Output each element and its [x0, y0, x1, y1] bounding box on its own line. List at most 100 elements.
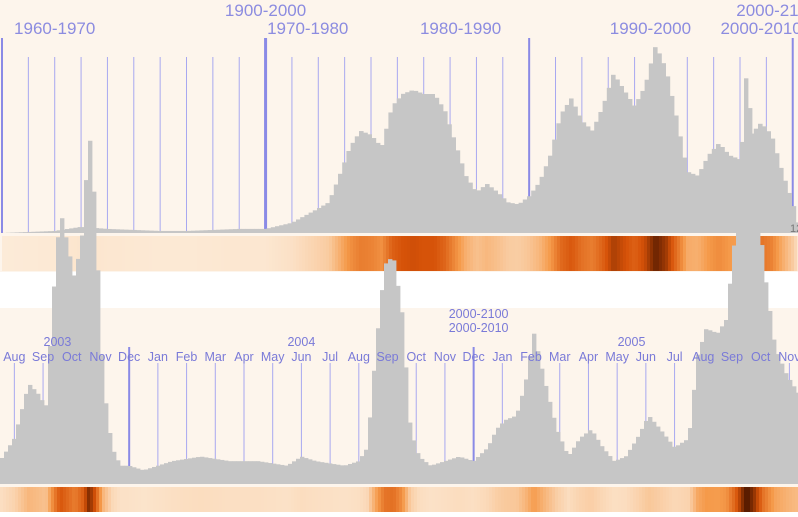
p2-histogram-bar	[480, 453, 484, 484]
p1-heat-cell	[209, 236, 213, 271]
p1-heat-cell	[335, 236, 339, 271]
p1-heat-cell	[281, 236, 285, 271]
p2-heat-cell	[252, 487, 256, 512]
p2-heat-cell	[264, 487, 268, 512]
p1-heat-cell	[518, 236, 522, 271]
p2-histogram-bar	[144, 470, 148, 484]
p2-heat-cell	[120, 487, 124, 512]
p2-heat-cell	[417, 487, 421, 512]
p2-heat-cell	[696, 487, 700, 512]
p2-heat-cell	[732, 487, 736, 512]
p2-heat-cell	[102, 487, 106, 512]
p2-heat-cell	[351, 487, 355, 512]
p1-histogram-bar	[687, 172, 692, 233]
p1-heat-cell	[239, 236, 243, 271]
p2-heat-cell	[789, 487, 793, 512]
p2-histogram-bar	[344, 465, 348, 484]
p2-histogram-bar	[540, 369, 544, 484]
p1-heat-cell	[266, 236, 270, 271]
p1-histogram-bar	[267, 228, 272, 233]
p2-histogram-bar	[400, 312, 404, 484]
p2-heat-cell	[258, 487, 262, 512]
p2-heat-cell	[744, 487, 748, 512]
p1-heat-cell	[350, 236, 354, 271]
p1-heat-cell	[536, 236, 540, 271]
p2-histogram-bar	[44, 405, 48, 484]
p2-heat-cell	[171, 487, 175, 512]
p1-histogram-bar	[519, 203, 524, 233]
p2-heat-cell	[93, 487, 97, 512]
p2-heat-cell	[426, 487, 430, 512]
p2-heat-cell	[699, 487, 703, 512]
p2-heat-cell	[150, 487, 154, 512]
p1-histogram-bar	[321, 206, 326, 233]
p1-histogram-bar	[309, 213, 314, 233]
p1-heat-cell	[725, 236, 729, 271]
p2-histogram-bar	[24, 394, 28, 484]
p1-histogram-bar	[170, 231, 175, 233]
p1-heat-cell	[419, 236, 423, 271]
p1-histogram-bar	[531, 191, 536, 233]
p2-heat-cell	[435, 487, 439, 512]
decade-range-label: 1980-1990	[420, 19, 501, 38]
p2-histogram-bar	[472, 461, 476, 484]
p1-histogram-bar	[645, 80, 650, 233]
p1-histogram-bar	[422, 94, 427, 233]
p1-heat-cell	[374, 236, 378, 271]
p2-histogram-bar	[456, 457, 460, 484]
p2-histogram-bar	[636, 437, 640, 484]
month-tick-label: Feb	[176, 350, 198, 364]
p2-heat-cell	[72, 487, 76, 512]
p2-histogram-bar	[548, 402, 552, 484]
p1-heat-cell	[545, 236, 549, 271]
p2-heat-cell	[69, 487, 73, 512]
decade-range-label: 2000-2010	[720, 19, 798, 38]
p1-heat-cell	[437, 236, 441, 271]
p1-heat-cell	[44, 236, 48, 271]
p2-heat-cell	[414, 487, 418, 512]
p2-heat-cell	[621, 487, 625, 512]
range-label: 2000-2100	[449, 307, 509, 321]
p2-heat-cell	[654, 487, 658, 512]
p2-heat-cell	[219, 487, 223, 512]
p2-histogram-bar	[208, 458, 212, 484]
p2-heat-cell	[180, 487, 184, 512]
p2-histogram-bar	[76, 259, 80, 484]
p2-histogram-bar	[476, 457, 480, 484]
p2-heat-cell	[324, 487, 328, 512]
p2-heat-cell	[672, 487, 676, 512]
p2-heat-cell	[309, 487, 313, 512]
p1-heat-cell	[149, 236, 153, 271]
p2-histogram-bar	[724, 320, 728, 484]
p2-histogram-bar	[140, 470, 144, 484]
p1-histogram-bar	[128, 230, 133, 233]
p2-heat-cell	[720, 487, 724, 512]
p2-histogram-bar	[792, 386, 796, 484]
p2-heat-cell	[144, 487, 148, 512]
p1-histogram-bar	[380, 145, 385, 233]
p2-histogram-bar	[364, 450, 368, 484]
p2-heat-cell	[540, 487, 544, 512]
p2-heat-cell	[486, 487, 490, 512]
p2-histogram-bar	[216, 459, 220, 484]
p1-heat-cell	[35, 236, 39, 271]
p2-heat-cell	[483, 487, 487, 512]
p1-histogram-bar	[766, 131, 771, 233]
p1-heat-cell	[656, 236, 660, 271]
p2-heat-cell	[282, 487, 286, 512]
p1-histogram-bar	[254, 229, 259, 233]
p1-histogram-bar	[275, 226, 280, 233]
p2-histogram-bar	[164, 463, 168, 484]
p2-heat-cell	[573, 487, 577, 512]
p1-heat-cell	[314, 236, 318, 271]
p2-heat-cell	[147, 487, 151, 512]
p1-histogram-bar	[258, 229, 263, 233]
p1-histogram-bar	[279, 225, 284, 233]
p1-heat-cell	[161, 236, 165, 271]
p2-heat-cell	[138, 487, 142, 512]
month-tick-label: Oct	[751, 350, 771, 364]
p2-heat-cell	[153, 487, 157, 512]
p1-heat-cell	[125, 236, 129, 271]
p2-histogram-bar	[444, 461, 448, 484]
p2-histogram-bar	[552, 418, 556, 484]
